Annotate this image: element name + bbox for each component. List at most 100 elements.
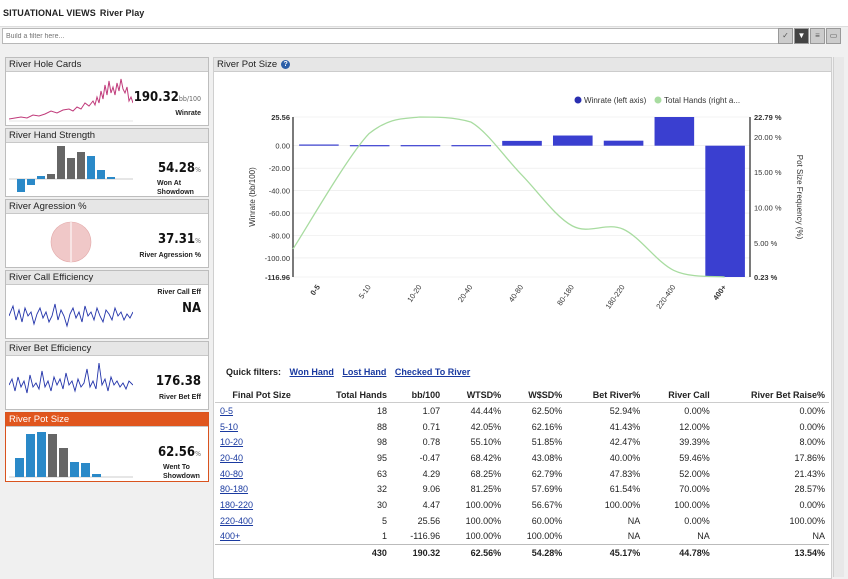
card-title: River Pot Size bbox=[6, 413, 208, 427]
card-river-pot-size[interactable]: River Pot Size 62.56% Went To Showdown bbox=[5, 412, 209, 482]
help-icon[interactable]: ? bbox=[281, 59, 291, 69]
table-cell: NA bbox=[627, 515, 641, 526]
table-cell: 42.05% bbox=[470, 421, 502, 432]
pot-size-link[interactable]: 10-20 bbox=[220, 437, 244, 448]
col-wsd[interactable]: W$SD% bbox=[505, 387, 567, 403]
card-river-bet-efficiency[interactable]: River Bet Efficiency 176.38 River Bet Ef… bbox=[5, 341, 209, 410]
apply-filter-icon[interactable]: ✓ bbox=[778, 28, 793, 44]
table-cell[interactable]: 5-10 bbox=[215, 419, 308, 435]
pot-size-link[interactable]: 400+ bbox=[220, 531, 241, 542]
table-cell: NA bbox=[627, 531, 641, 542]
card-sub-label: Winrate bbox=[175, 110, 201, 117]
total-cell: 45.17% bbox=[566, 544, 645, 561]
total-cell: 430 bbox=[308, 544, 391, 561]
total-cell: 62.56% bbox=[444, 544, 506, 561]
card-title: River Call Efficiency bbox=[6, 271, 208, 285]
card-title: River Hand Strength bbox=[6, 129, 208, 143]
quick-filter-lost-hand[interactable]: Lost Hand bbox=[342, 367, 387, 377]
agression-pie bbox=[50, 221, 92, 263]
table-cell: 56.67% bbox=[531, 499, 563, 510]
quick-filter-won-hand[interactable]: Won Hand bbox=[289, 367, 334, 377]
table-cell: 68.25% bbox=[470, 468, 502, 479]
quick-filter-checked-to-river[interactable]: Checked To River bbox=[394, 367, 471, 377]
card-river-call-efficiency[interactable]: River Call Efficiency River Call Eff NA bbox=[5, 270, 209, 339]
pot-size-link[interactable]: 220-400 bbox=[220, 515, 254, 526]
total-cell: 190.32 bbox=[390, 544, 445, 561]
table-row[interactable]: 5-10 88 0.71 42.05% 62.16% 41.43% 12.00% 0.00% bbox=[215, 419, 829, 435]
pot-size-link[interactable]: 0-5 bbox=[220, 405, 234, 416]
card-sub-label: River Call Eff bbox=[157, 289, 201, 296]
table-cell: 28.57% bbox=[794, 484, 825, 495]
table-row[interactable]: 80-180 32 9.06 81.25% 57.69% 61.54% 70.00% 28.5… bbox=[215, 481, 829, 497]
col-wtsd[interactable]: WTSD% bbox=[444, 387, 506, 403]
col-bet-river[interactable]: Bet River% bbox=[566, 387, 645, 403]
pot-size-link[interactable]: 80-180 bbox=[220, 484, 249, 495]
col-final-pot-size[interactable]: Final Pot Size bbox=[215, 387, 309, 403]
table-cell: 62.79% bbox=[531, 468, 563, 479]
table-cell[interactable]: 40-80 bbox=[215, 466, 308, 482]
pot-size-link[interactable]: 20-40 bbox=[220, 452, 244, 463]
table-cell: 39.39% bbox=[679, 437, 710, 448]
table-cell: 81.25% bbox=[470, 484, 502, 495]
table-cell: 21.43% bbox=[794, 468, 825, 479]
table-cell[interactable]: 0-5 bbox=[215, 403, 308, 419]
title-view: River Play bbox=[99, 8, 145, 18]
card-value: 37.31% bbox=[158, 232, 201, 247]
table-cell: -116.96 bbox=[410, 531, 441, 542]
card-river-agression[interactable]: River Agression % 37.31% River Agression… bbox=[5, 199, 209, 268]
table-cell[interactable]: 400+ bbox=[215, 529, 308, 545]
table-cell: 62.50% bbox=[531, 405, 563, 416]
card-sub-label: River Bet Eff bbox=[158, 394, 201, 401]
table-cell: 100.00% bbox=[789, 515, 825, 526]
pot-size-table: Final Pot Size Total Hands bb/100 WTSD% … bbox=[215, 387, 829, 561]
table-cell: 1.07 bbox=[422, 405, 441, 416]
table-cell: 70.00% bbox=[679, 484, 710, 495]
table-cell: 100.00% bbox=[604, 499, 641, 510]
col-river-bet-raise[interactable]: River Bet Raise% bbox=[713, 387, 829, 403]
card-title: River Bet Efficiency bbox=[6, 342, 208, 356]
card-title: River Hole Cards bbox=[6, 58, 208, 72]
table-cell: 41.43% bbox=[609, 421, 641, 432]
table-cell: 17.86% bbox=[794, 452, 825, 463]
card-river-hand-strength[interactable]: River Hand Strength 54.28% Won At Showdo… bbox=[5, 128, 209, 197]
filter-icon[interactable]: ▼ bbox=[794, 28, 809, 44]
table-cell: 63 bbox=[376, 468, 387, 479]
table-row[interactable]: 10-20 98 0.78 55.10% 51.85% 42.47% 39.39% 8.00% bbox=[215, 434, 829, 450]
col-bb100[interactable]: bb/100 bbox=[390, 387, 445, 403]
table-row[interactable]: 220-400 5 25.56 100.00% 60.00% NA 0.00% 100.00% bbox=[215, 513, 829, 529]
table-row[interactable]: 0-5 18 1.07 44.44% 62.50% 52.94% 0.00% 0.00% bbox=[215, 403, 829, 419]
table-cell: NA bbox=[697, 531, 710, 542]
card-sub-label: Won At Showdown bbox=[157, 180, 194, 196]
pot-size-link[interactable]: 5-10 bbox=[220, 421, 239, 432]
pot-size-link[interactable]: 40-80 bbox=[220, 468, 244, 479]
card-sub-label: Went To Showdown bbox=[163, 464, 200, 480]
table-cell: 1 bbox=[381, 531, 387, 542]
table-cell[interactable]: 10-20 bbox=[215, 434, 308, 450]
table-cell: 43.08% bbox=[531, 452, 563, 463]
table-cell[interactable]: 20-40 bbox=[215, 450, 308, 466]
total-cell: 13.54% bbox=[713, 544, 829, 561]
save-filter-icon[interactable]: ▭ bbox=[826, 28, 841, 44]
total-cell: 54.28% bbox=[505, 544, 567, 561]
table-row[interactable]: 400+ 1 -116.96 100.00% 100.00% NA NA NA bbox=[215, 529, 829, 545]
table-row[interactable]: 40-80 63 4.29 68.25% 62.79% 47.83% 52.00% 21.43… bbox=[215, 466, 829, 482]
filter-input[interactable] bbox=[2, 28, 780, 44]
table-row[interactable]: 180-220 30 4.47 100.00% 56.67% 100.00% 100.00%… bbox=[215, 497, 829, 513]
card-sub-label: River Agression % bbox=[139, 252, 201, 259]
table-cell[interactable]: 80-180 bbox=[215, 481, 308, 497]
table-cell[interactable]: 220-400 bbox=[215, 513, 308, 529]
vertical-scrollbar[interactable] bbox=[833, 57, 844, 577]
table-cell: 25.56 bbox=[417, 515, 441, 526]
filter-options-icon[interactable]: ≡ bbox=[810, 28, 825, 44]
pot-size-link[interactable]: 180-220 bbox=[220, 499, 254, 510]
card-title: River Agression % bbox=[6, 200, 208, 214]
table-cell: 47.83% bbox=[609, 468, 641, 479]
table-row[interactable]: 20-40 95 -0.47 68.42% 43.08% 40.00% 59.46% 17.8… bbox=[215, 450, 829, 466]
col-total-hands[interactable]: Total Hands bbox=[308, 387, 391, 403]
col-river-call[interactable]: River Call bbox=[644, 387, 714, 403]
card-river-hole-cards[interactable]: River Hole Cards 190.32bb/100 Winrate bbox=[5, 57, 209, 126]
table-cell[interactable]: 180-220 bbox=[215, 497, 308, 513]
table-cell: 88 bbox=[376, 421, 387, 432]
table-cell: 0.71 bbox=[422, 421, 441, 432]
table-cell: 40.00% bbox=[609, 452, 641, 463]
